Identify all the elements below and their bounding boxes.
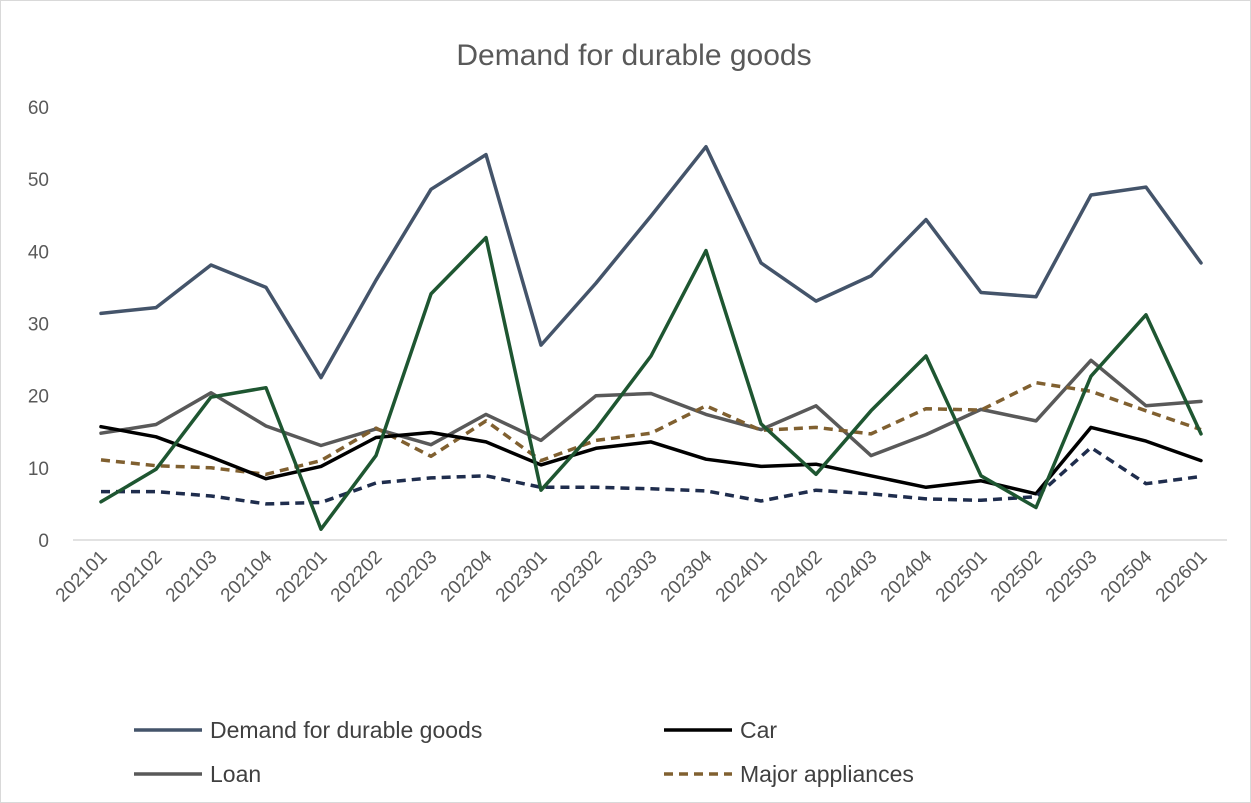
series-group bbox=[99, 144, 1203, 531]
x-tick-label: 202102 bbox=[107, 547, 167, 607]
y-tick-label: 50 bbox=[28, 170, 49, 191]
y-tick-label: 30 bbox=[28, 315, 49, 336]
x-tick-label: 202403 bbox=[822, 547, 882, 607]
x-tick-label: 202402 bbox=[767, 547, 827, 607]
chart-title: Demand for durable goods bbox=[456, 39, 811, 72]
x-tick-label: 202504 bbox=[1097, 546, 1157, 606]
y-tick-label: 0 bbox=[38, 531, 49, 552]
x-tick-label: 202601 bbox=[1152, 547, 1212, 607]
series-line-5 bbox=[101, 445, 1202, 506]
series-line-1 bbox=[99, 424, 1203, 496]
legend-label: Car bbox=[740, 717, 777, 743]
legend-label: Major appliances bbox=[740, 761, 914, 787]
x-tick-label: 202401 bbox=[712, 547, 772, 607]
x-tick-label: 202503 bbox=[1042, 547, 1102, 607]
x-axis: 2021012021022021032021042022012022022022… bbox=[52, 546, 1212, 606]
x-tick-label: 202502 bbox=[987, 547, 1047, 607]
x-tick-label: 202202 bbox=[327, 547, 387, 607]
y-tick-label: 40 bbox=[28, 242, 49, 263]
y-axis: 0 10 20 30 40 50 60 bbox=[28, 98, 49, 552]
x-tick-label: 202103 bbox=[162, 547, 222, 607]
x-tick-label: 202204 bbox=[437, 546, 497, 606]
series-line-0 bbox=[99, 144, 1203, 380]
x-tick-label: 202101 bbox=[52, 547, 112, 607]
legend-label: Loan bbox=[210, 761, 261, 787]
x-tick-label: 202301 bbox=[492, 547, 552, 607]
x-tick-label: 202404 bbox=[877, 546, 937, 606]
legend-label: Demand for durable goods bbox=[210, 717, 482, 743]
y-tick-label: 10 bbox=[28, 459, 49, 480]
x-tick-label: 202302 bbox=[547, 547, 607, 607]
x-tick-label: 202304 bbox=[657, 546, 717, 606]
x-tick-label: 202201 bbox=[272, 547, 332, 607]
x-tick-label: 202104 bbox=[217, 546, 277, 606]
series-line-3 bbox=[100, 380, 1202, 477]
y-tick-label: 60 bbox=[28, 98, 49, 119]
series-line-4 bbox=[99, 235, 1203, 531]
x-tick-label: 202303 bbox=[602, 547, 662, 607]
y-tick-label: 20 bbox=[28, 387, 49, 408]
x-tick-label: 202501 bbox=[932, 547, 992, 607]
x-tick-label: 202203 bbox=[382, 547, 442, 607]
legend: Demand for durable goods Car Loan Major app… bbox=[134, 717, 914, 787]
